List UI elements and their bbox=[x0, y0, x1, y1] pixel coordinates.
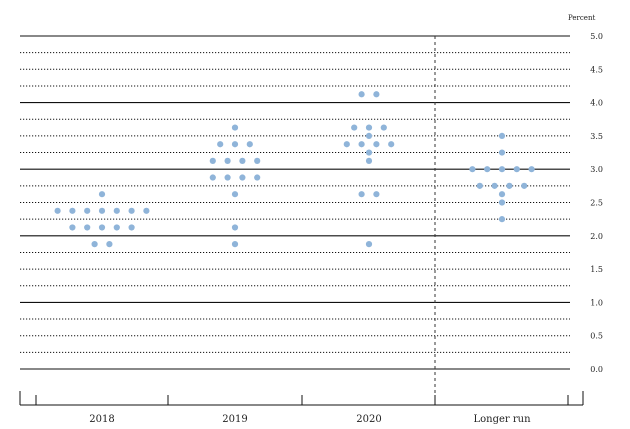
data-point bbox=[373, 91, 380, 98]
data-point bbox=[231, 241, 239, 248]
y-tick-label: 3.0 bbox=[590, 165, 603, 174]
data-point bbox=[128, 224, 135, 231]
data-point bbox=[498, 149, 506, 156]
data-point bbox=[231, 124, 239, 131]
y-tick-label: 5.0 bbox=[590, 32, 603, 41]
data-point bbox=[254, 157, 261, 164]
data-point bbox=[498, 166, 506, 173]
data-point bbox=[231, 141, 239, 148]
data-point bbox=[54, 207, 61, 214]
data-point bbox=[469, 166, 476, 173]
y-tick-label: 1.0 bbox=[590, 298, 603, 307]
data-point bbox=[231, 224, 239, 231]
data-point bbox=[209, 174, 216, 181]
data-point bbox=[365, 157, 373, 164]
data-point bbox=[98, 224, 106, 231]
y-axis-unit-label: Percent bbox=[568, 14, 595, 22]
data-point bbox=[358, 91, 365, 98]
data-point bbox=[388, 141, 395, 148]
data-point bbox=[224, 174, 231, 181]
data-point bbox=[484, 166, 491, 173]
y-tick-label: 4.0 bbox=[590, 99, 603, 108]
y-tick-label: 0.0 bbox=[590, 365, 603, 374]
y-axis-tick-labels: 0.0 0.5 1.0 1.5 2.0 2.5 3.0 3.5 4.0 4.5 5.0 bbox=[590, 32, 603, 374]
y-tick-label: 2.5 bbox=[590, 199, 603, 208]
data-points bbox=[54, 91, 535, 248]
x-category-label: Longer run bbox=[473, 414, 531, 425]
data-point bbox=[84, 224, 91, 231]
data-point bbox=[209, 157, 216, 164]
data-point bbox=[380, 124, 387, 131]
x-category-label: 2020 bbox=[356, 414, 381, 425]
x-axis: 2018 2019 2020 Longer run bbox=[19, 391, 584, 425]
data-point bbox=[506, 182, 513, 189]
data-point bbox=[365, 149, 373, 156]
data-point bbox=[84, 207, 91, 214]
y-tick-label: 2.0 bbox=[590, 232, 603, 241]
x-category-label: 2019 bbox=[222, 414, 247, 425]
y-tick-label: 3.5 bbox=[590, 132, 603, 141]
data-point bbox=[106, 241, 113, 248]
data-point bbox=[358, 141, 365, 148]
data-point bbox=[365, 241, 373, 248]
data-point bbox=[98, 207, 106, 214]
data-point bbox=[373, 141, 380, 148]
y-tick-label: 0.5 bbox=[590, 332, 603, 341]
data-point bbox=[343, 141, 350, 148]
data-point bbox=[113, 224, 120, 231]
data-point bbox=[491, 182, 498, 189]
data-point bbox=[224, 157, 231, 164]
data-point bbox=[143, 207, 150, 214]
data-point bbox=[365, 124, 373, 131]
data-point bbox=[498, 191, 506, 198]
data-point bbox=[217, 141, 224, 148]
y-tick-label: 4.5 bbox=[590, 65, 603, 74]
data-point bbox=[476, 182, 483, 189]
data-point bbox=[521, 182, 528, 189]
data-point bbox=[373, 191, 380, 198]
x-category-label: 2018 bbox=[89, 414, 114, 425]
data-point bbox=[239, 174, 246, 181]
data-point bbox=[528, 166, 535, 173]
data-point bbox=[239, 157, 246, 164]
data-point bbox=[113, 207, 120, 214]
data-point bbox=[98, 191, 106, 198]
data-point bbox=[254, 174, 261, 181]
data-point bbox=[69, 207, 76, 214]
y-tick-label: 1.5 bbox=[590, 265, 603, 274]
data-point bbox=[358, 191, 365, 198]
data-point bbox=[231, 191, 239, 198]
grid-lines bbox=[20, 35, 570, 370]
data-point bbox=[128, 207, 135, 214]
data-point bbox=[365, 132, 373, 139]
data-point bbox=[351, 124, 358, 131]
data-point bbox=[498, 216, 506, 223]
data-point bbox=[498, 132, 506, 139]
data-point bbox=[91, 241, 98, 248]
data-point bbox=[513, 166, 520, 173]
data-point bbox=[69, 224, 76, 231]
data-point bbox=[246, 141, 253, 148]
data-point bbox=[498, 199, 506, 206]
